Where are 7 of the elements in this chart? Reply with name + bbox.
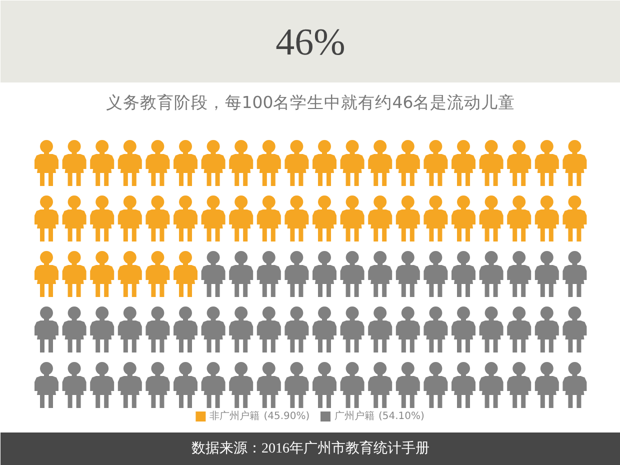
data-label: (45.90%) xyxy=(264,411,310,422)
source-note: 数据来源：2016年广州市教育统计手册 xyxy=(192,440,430,456)
legend-label: 非广州户籍 xyxy=(210,410,260,422)
data-label: (54.10%) xyxy=(378,411,425,422)
text: 46% xyxy=(276,22,346,64)
text: 义务教育阶段，每100名学生中就有约46名是流动儿童 xyxy=(106,93,516,112)
legend-label: 广州户籍 xyxy=(334,410,374,422)
